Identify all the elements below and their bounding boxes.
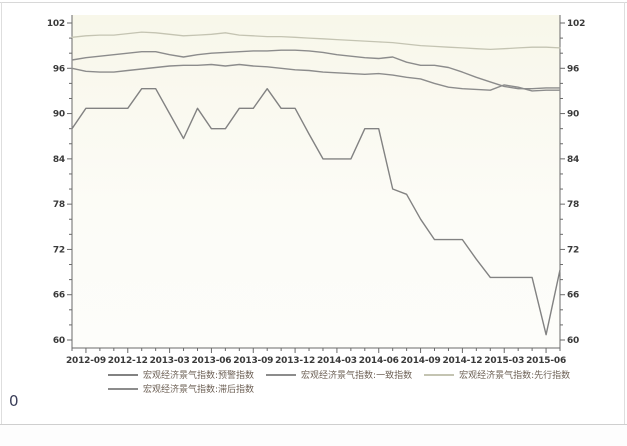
y-tick-label-right: 78	[567, 200, 579, 210]
x-tick-label: 2013-06	[191, 356, 231, 366]
y-tick-label-left: 60	[53, 336, 65, 346]
y-tick-label-left: 72	[53, 245, 65, 255]
panel-border-right	[624, 2, 625, 424]
plot-area	[72, 15, 560, 348]
x-tick-label: 2013-09	[233, 356, 273, 366]
x-tick-label: 2012-09	[66, 356, 106, 366]
x-tick-label: 2012-12	[108, 356, 148, 366]
legend-item-leading-index: 宏观经济景气指数:先行指数	[424, 368, 570, 381]
chart-canvas: 60 60 66 66 72 72 78 78 84 84 90 90 96 96 102 102 2012-0…	[47, 15, 585, 366]
horizontal-divider	[0, 424, 627, 425]
axes: 60 60 66 66 72 72 78 78 84 84 90 90 96 96 102 102 2012-0…	[47, 15, 585, 366]
y-tick-label-right: 90	[567, 110, 579, 120]
y-tick-label-left: 90	[53, 110, 65, 120]
x-tick-label: 2014-03	[317, 356, 357, 366]
y-tick-label-left: 78	[53, 200, 65, 210]
legend-label: 宏观经济景气指数:先行指数	[459, 371, 571, 381]
y-tick-label-left: 84	[53, 155, 65, 165]
x-tick-label: 2014-12	[442, 356, 482, 366]
legend-line-swatch	[266, 373, 297, 376]
x-tick-label: 2015-03	[484, 356, 524, 366]
legend-label: 宏观经济景气指数:预警指数	[143, 371, 255, 381]
y-tick-label-left: 66	[53, 291, 65, 301]
x-tick-label: 2014-09	[401, 356, 441, 366]
bottom-whitespace	[0, 425, 627, 446]
y-tick-label-right: 96	[567, 64, 579, 74]
y-tick-label-right: 60	[567, 336, 579, 346]
x-tick-label: 2013-03	[150, 356, 190, 366]
y-tick-label-right: 102	[567, 19, 585, 29]
y-tick-label-right: 84	[567, 155, 579, 165]
coincident-index-line	[71, 49, 561, 90]
legend-row-1: 宏观经济景气指数:预警指数 宏观经济景气指数:一致指数 宏观经济景气指数:先行指…	[108, 368, 570, 381]
x-tick-label: 2015-06	[526, 356, 566, 366]
lagging-index-line	[71, 63, 561, 92]
legend-item-coincident-index: 宏观经济景气指数:一致指数	[266, 368, 412, 381]
leading-index-line	[71, 31, 561, 51]
legend-line-swatch	[424, 373, 455, 376]
chart-legend: 宏观经济景气指数:预警指数 宏观经济景气指数:一致指数 宏观经济景气指数:先行指…	[108, 368, 570, 395]
line-chart: 60 60 66 66 72 72 78 78 84 84 90 90 96 96 102 102 2012-0…	[47, 15, 585, 366]
panel-border-top	[0, 2, 627, 3]
panel-border-left	[1, 2, 2, 424]
legend-item-warning-index: 宏观经济景气指数:预警指数	[108, 368, 254, 381]
legend-row-2: 宏观经济景气指数:滞后指数	[108, 382, 254, 395]
y-tick-label-left: 102	[47, 19, 65, 29]
legend-label: 宏观经济景气指数:滞后指数	[143, 385, 255, 395]
legend-label: 宏观经济景气指数:一致指数	[301, 371, 413, 381]
footer-zero-text: 0	[9, 392, 19, 410]
legend-item-lagging-index: 宏观经济景气指数:滞后指数	[108, 382, 254, 395]
warning-index-line	[71, 87, 561, 336]
y-tick-label-right: 72	[567, 245, 579, 255]
y-tick-label-left: 96	[53, 64, 65, 74]
legend-line-swatch	[108, 373, 138, 376]
x-tick-label: 2014-06	[359, 356, 399, 366]
x-tick-label: 2013-12	[275, 356, 315, 366]
y-tick-label-right: 66	[567, 291, 579, 301]
legend-line-swatch	[108, 387, 138, 390]
